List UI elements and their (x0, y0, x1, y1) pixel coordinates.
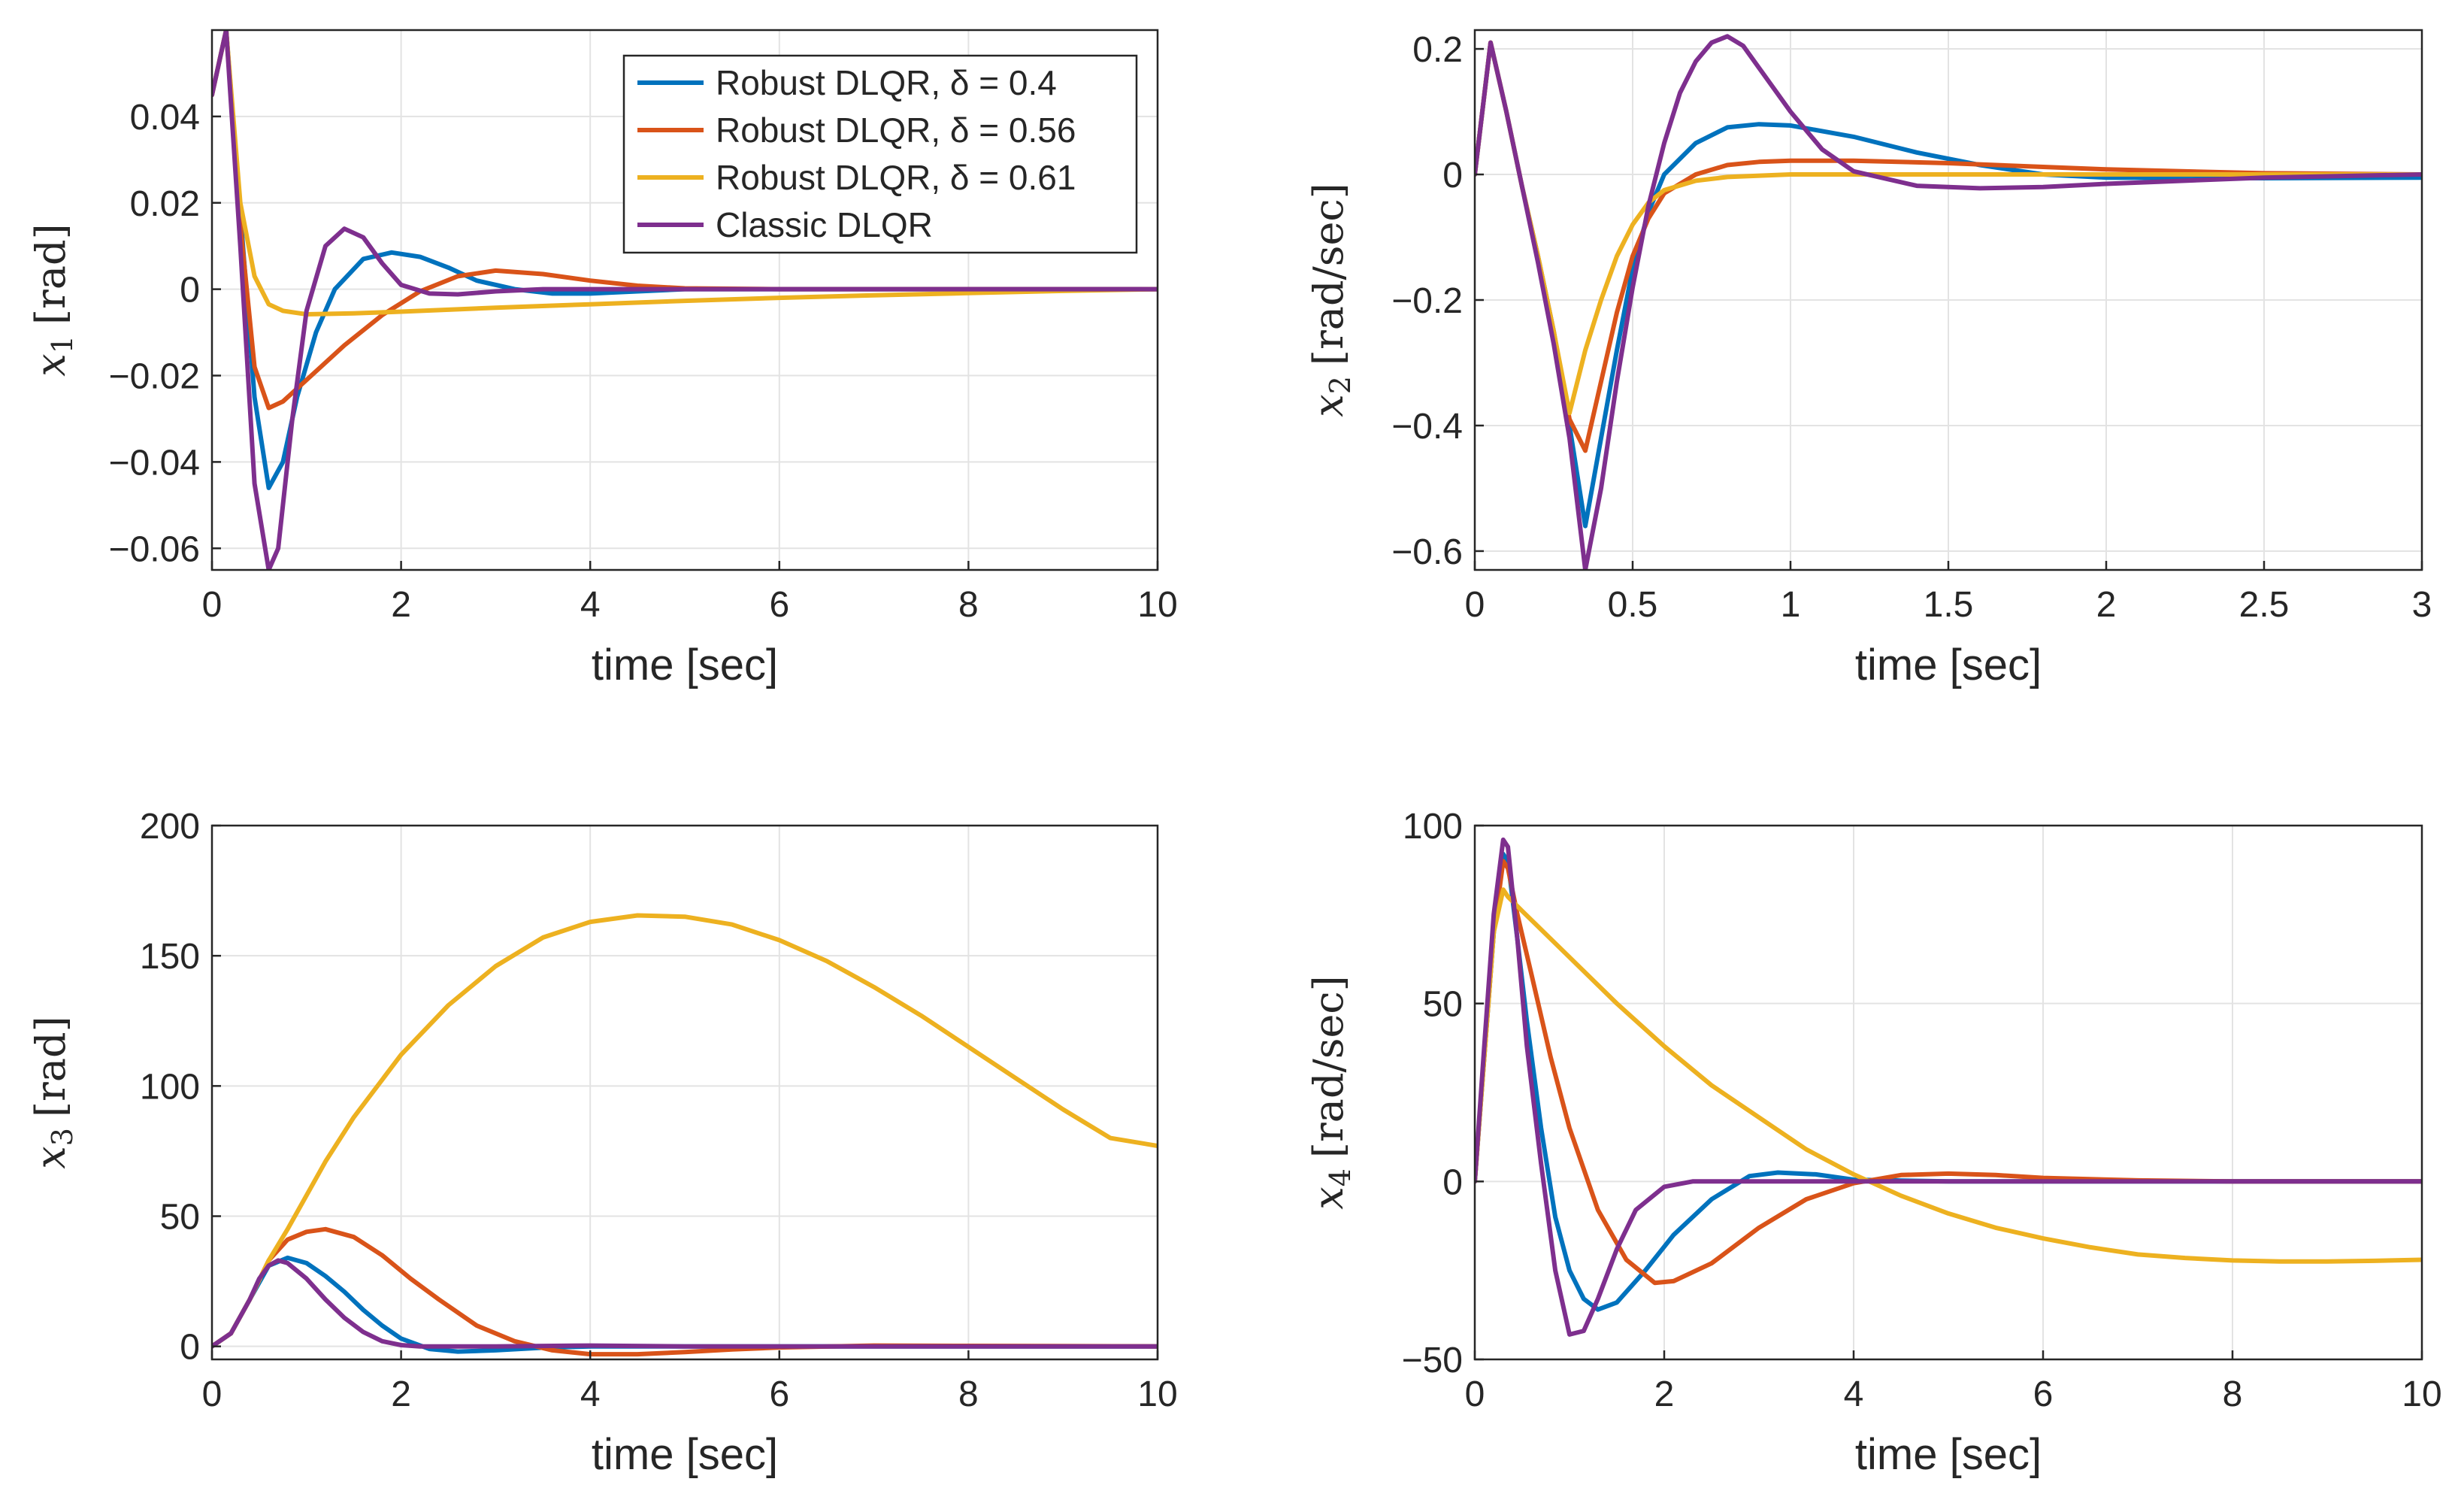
subplot-1: 0 2 4 6 8 10 −0.06 −0.04 −0.02 0 0.02 0.04 time [sec… (27, 29, 1178, 689)
x-tick-label: 8 (958, 1374, 979, 1414)
legend-entry-label: Robust DLQR, δ = 0.4 (716, 63, 1057, 102)
x-axis-label: time [sec] (592, 1430, 778, 1479)
x-tick-label: 0.5 (1608, 585, 1658, 625)
x-tick-label: 4 (580, 1374, 601, 1414)
y-axis-subscript: 3 (46, 1128, 79, 1146)
x-tick-label: 6 (2033, 1374, 2054, 1414)
y-axis-variable: x (27, 353, 74, 376)
x-tick-label: 0 (202, 585, 222, 625)
x-tick-label: 2 (2096, 585, 2117, 625)
legend: Robust DLQR, δ = 0.4 Robust DLQR, δ = 0.5… (622, 54, 1138, 254)
x-tick-label: 1 (1781, 585, 1801, 625)
y-tick-label: 0.2 (1412, 30, 1463, 70)
series-line-3 (212, 30, 1158, 317)
y-axis-label: x1 [rad] (27, 223, 79, 376)
axes-frame (1473, 824, 2423, 1361)
series-line-3 (1475, 887, 2422, 1264)
x-tick-label: 8 (958, 585, 979, 625)
y-axis-variable: x (1305, 1186, 1352, 1209)
y-axis-variable: x (1305, 394, 1352, 417)
y-tick-label: 100 (1403, 807, 1463, 847)
x-tick-label: 6 (769, 585, 789, 625)
y-axis-label: x4 [rad/sec] (1305, 975, 1357, 1209)
plot-area (1475, 826, 2422, 1359)
y-axis-label: x3 [rad] (27, 1016, 79, 1168)
x-tick-label: 0 (1465, 1374, 1485, 1414)
y-axis-unit: [rad] (27, 1016, 74, 1117)
y-tick-label: 0 (180, 1328, 200, 1368)
series-line-4 (212, 1258, 1158, 1349)
legend-box (622, 54, 1138, 254)
legend-entry-label: Classic DLQR (716, 205, 933, 244)
x-axis-label: time [sec] (1855, 641, 2042, 689)
x-tick-label: 2 (391, 1374, 411, 1414)
x-tick-label: 6 (769, 1374, 789, 1414)
y-tick-label: −0.4 (1391, 407, 1463, 447)
x-tick-label: 10 (1137, 585, 1177, 625)
x-axis-label: time [sec] (592, 641, 778, 689)
x-tick-label: 2 (391, 585, 411, 625)
x-axis-label: time [sec] (1855, 1430, 2042, 1479)
x-tick-label: 3 (2412, 585, 2432, 625)
x-tick-label: 0 (1465, 585, 1485, 625)
y-tick-label: 150 (140, 937, 200, 977)
x-tick-label: 8 (2223, 1374, 2243, 1414)
y-axis-subscript: 4 (1324, 1168, 1357, 1186)
legend-entry-label: Robust DLQR, δ = 0.56 (716, 111, 1076, 150)
y-tick-label: 0 (1442, 156, 1463, 195)
subplot-2: 0 0.5 1 1.5 2 2.5 3 −0.6 −0.4 −0.2 0 0.2 time [sec] x… (1305, 29, 2432, 689)
series-line-2 (1475, 859, 2422, 1286)
x-tick-label: 1.5 (1924, 585, 1974, 625)
y-tick-label: −0.2 (1391, 281, 1463, 321)
y-tick-label: −0.04 (109, 443, 200, 483)
series-line-3 (212, 913, 1158, 1349)
y-tick-label: 50 (1423, 985, 1463, 1025)
x-tick-label: 2 (1654, 1374, 1675, 1414)
series-line-4 (1475, 837, 2422, 1337)
y-tick-label: 50 (160, 1198, 200, 1238)
y-tick-label: 100 (140, 1067, 200, 1107)
y-tick-label: 200 (140, 807, 200, 847)
x-tick-label: 4 (1844, 1374, 1864, 1414)
legend-entry-label: Robust DLQR, δ = 0.61 (716, 158, 1076, 197)
y-tick-label: −0.6 (1391, 532, 1463, 572)
y-axis-unit: [rad/sec] (1305, 975, 1352, 1158)
y-axis-unit: [rad] (27, 223, 74, 325)
x-tick-label: 2.5 (2239, 585, 2290, 625)
y-tick-label: 0 (1442, 1162, 1463, 1202)
x-tick-label: 4 (580, 585, 601, 625)
y-axis-label: x2 [rad/sec] (1305, 183, 1357, 417)
axes-frame (210, 824, 1159, 1361)
y-axis-unit: [rad/sec] (1305, 183, 1352, 365)
x-tick-label: 10 (2402, 1374, 2441, 1414)
y-tick-label: −0.02 (109, 357, 200, 397)
plot-area (212, 826, 1158, 1359)
series-line-4 (212, 30, 1158, 570)
series-line-4 (1475, 34, 2422, 570)
x-tick-label: 0 (202, 1374, 222, 1414)
axes-frame (210, 29, 1159, 571)
y-tick-label: 0.04 (130, 98, 200, 138)
y-axis-subscript: 1 (46, 335, 79, 353)
y-tick-label: 0 (180, 271, 200, 311)
y-axis-subscript: 2 (1324, 376, 1357, 394)
y-tick-label: 0.02 (130, 184, 200, 224)
y-tick-label: −50 (1402, 1341, 1463, 1380)
y-axis-variable: x (27, 1146, 74, 1168)
y-tick-label: −0.06 (109, 529, 200, 569)
x-tick-label: 10 (1137, 1374, 1177, 1414)
